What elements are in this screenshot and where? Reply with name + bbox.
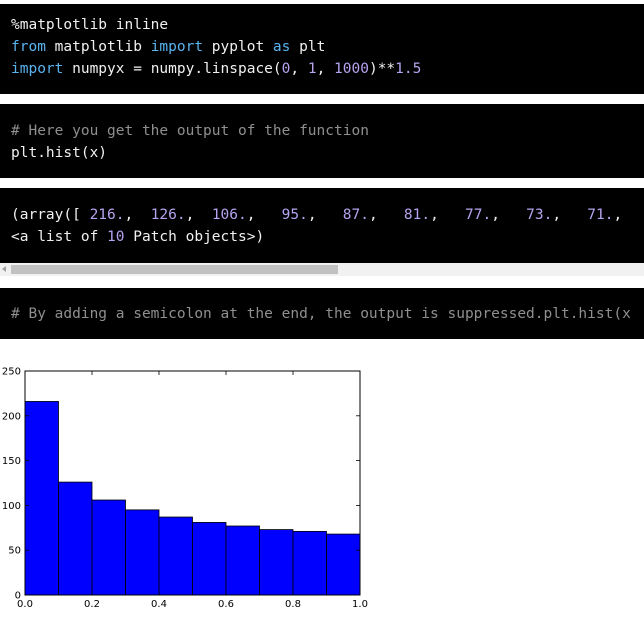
y-tick-label: 200 xyxy=(2,411,21,422)
magic-command-text: %matplotlib inline xyxy=(11,17,169,33)
output-value: 10 xyxy=(107,229,125,245)
number-literal: 1000 xyxy=(334,61,369,77)
histogram-bar xyxy=(91,499,126,596)
code-line-3: import numpyx = numpy.linspace(0, 1, 100… xyxy=(11,58,421,80)
horizontal-scrollbar[interactable] xyxy=(0,263,644,276)
plot-frame xyxy=(24,370,361,596)
y-axis: 0 50 100 150 200 250 xyxy=(2,367,360,602)
code-cell-2[interactable]: # Here you get the output of the functio… xyxy=(0,104,644,178)
output-area: (array([ 216., 126., 106., 95., 87., 81.… xyxy=(0,188,644,263)
import-alias: plt xyxy=(290,39,326,55)
x-tick-label: 0.8 xyxy=(285,599,301,610)
number-literal: 1.5 xyxy=(395,61,422,77)
keyword-as: as xyxy=(272,39,291,55)
scroll-left-arrow-icon[interactable] xyxy=(2,266,6,272)
histogram-bar xyxy=(326,533,361,596)
histogram-bar xyxy=(125,509,160,596)
histogram-chart: 0 50 100 150 200 250 0.0 0.2 0.4 0.6 0.8 1.0 xyxy=(2,367,368,611)
output-value: 81. xyxy=(403,207,431,223)
code-line: plt.hist(x) xyxy=(11,145,108,161)
code-comment: # By adding a semicolon at the end, the … xyxy=(11,306,631,322)
code-cell-1[interactable]: %matplotlib inline from matplotlib impor… xyxy=(0,4,644,94)
code-text: , xyxy=(290,61,308,77)
output-line-1: (array([ 216., 126., 106., 95., 87., 81.… xyxy=(11,207,623,223)
histogram-bars xyxy=(24,401,361,596)
y-tick-label: 100 xyxy=(2,501,21,512)
code-text: , xyxy=(316,61,335,77)
histogram-bar xyxy=(192,522,227,596)
histogram-bar xyxy=(58,481,93,596)
x-tick-label: 0.6 xyxy=(218,599,234,610)
keyword-from: from xyxy=(11,39,46,55)
x-tick-label: 1.0 xyxy=(352,599,368,610)
keyword-import: import xyxy=(11,61,64,77)
histogram-bar xyxy=(24,401,59,596)
import-name: pyplot xyxy=(203,39,273,55)
y-tick-label: 150 xyxy=(2,456,21,467)
x-axis: 0.0 0.2 0.4 0.6 0.8 1.0 xyxy=(17,371,368,610)
code-cell-3[interactable]: # By adding a semicolon at the end, the … xyxy=(0,288,644,339)
code-line-1: %matplotlib inline xyxy=(11,14,168,36)
output-value: 95. xyxy=(281,207,308,223)
output-line-2: <a list of 10 Patch objects>) xyxy=(11,226,264,248)
output-value: 216. xyxy=(89,207,125,223)
y-tick-label: 50 xyxy=(8,546,21,557)
histogram-bar xyxy=(225,525,260,596)
histogram-bar xyxy=(292,530,327,596)
histogram-bar xyxy=(259,529,294,596)
code-text: numpyx = numpy.linspace( xyxy=(63,61,282,77)
output-text: <a list of xyxy=(11,229,108,245)
output-text: Patch objects>) xyxy=(124,229,265,245)
code-comment: # Here you get the output of the functio… xyxy=(11,123,369,139)
output-value: 73. xyxy=(526,207,553,223)
scrollbar-thumb[interactable] xyxy=(11,265,338,274)
keyword-import: import xyxy=(150,39,204,55)
output-value: 126. xyxy=(150,207,186,223)
output-value: 77. xyxy=(465,207,492,223)
number-literal: 1 xyxy=(307,61,317,77)
output-text: , xyxy=(613,207,623,223)
output-text: (array([ xyxy=(11,207,81,223)
output-value: 87. xyxy=(342,207,369,223)
x-tick-label: 0.0 xyxy=(17,599,33,610)
y-tick-label: 0 xyxy=(15,591,21,602)
histogram-bar xyxy=(158,516,193,596)
x-tick-label: 0.4 xyxy=(151,599,167,610)
output-value: 71. xyxy=(587,207,614,223)
x-tick-label: 0.2 xyxy=(84,599,100,610)
output-value: 106. xyxy=(211,207,247,223)
number-literal: 0 xyxy=(281,61,291,77)
code-line-2: from matplotlib import pyplot as plt xyxy=(11,36,325,58)
module-name: matplotlib xyxy=(45,39,151,55)
y-tick-label: 250 xyxy=(2,367,21,378)
code-text: )** xyxy=(368,61,396,77)
